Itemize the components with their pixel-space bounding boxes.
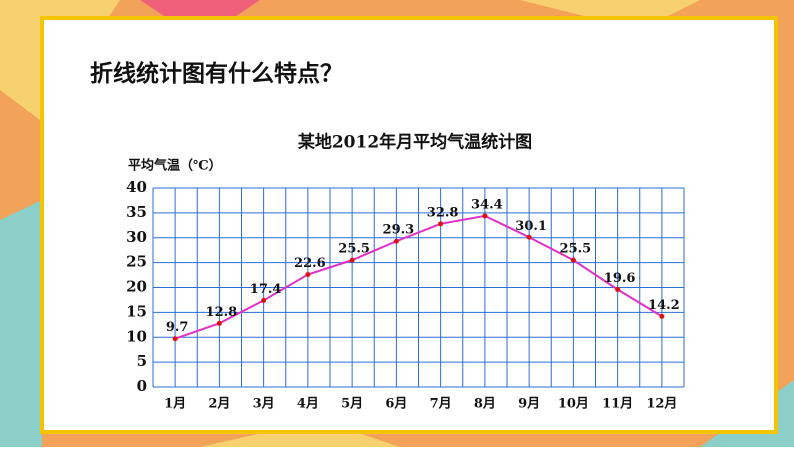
panel	[40, 16, 778, 434]
value-label: 25.5	[560, 242, 592, 257]
x-tick-label: 10月	[558, 397, 589, 412]
value-label: 30.1	[515, 219, 547, 234]
line	[174, 214, 663, 340]
decoration	[0, 200, 42, 447]
x-tick-label: 3月	[253, 397, 275, 412]
chart: 0 5 10 15 20 25 30 35 40 9.7 12.8 17.4 22.6 25.5 29.3 3…	[126, 178, 685, 412]
value-label: 19.6	[604, 271, 636, 286]
x-tick-label: 5月	[341, 397, 363, 412]
value-label: 14.2	[648, 298, 680, 313]
value-label: 9.7	[166, 320, 189, 335]
x-tick-label: 4月	[297, 397, 319, 412]
y-tick-label: 30	[126, 228, 147, 246]
y-tick-label: 10	[126, 327, 147, 345]
y-tick-label: 15	[126, 302, 147, 320]
value-label: 25.5	[338, 242, 370, 257]
value-label: 22.6	[294, 256, 326, 271]
x-tick-label: 11月	[602, 397, 633, 412]
x-tick-label: 1月	[164, 397, 186, 412]
point	[526, 234, 532, 240]
point	[172, 336, 178, 342]
chart-title: 某地2012年月平均气温统计图	[298, 132, 532, 153]
point	[305, 272, 311, 278]
point	[482, 213, 488, 219]
y-tick-label: 40	[126, 178, 147, 196]
y-tick-label: 0	[137, 377, 147, 395]
question: 折线统计图有什么特点？	[90, 60, 343, 87]
x-tick-label: 2月	[208, 397, 230, 412]
y-tick-label: 35	[126, 203, 147, 221]
x-tick-label: 9月	[518, 397, 540, 412]
value-label: 17.4	[250, 282, 282, 297]
point	[261, 297, 267, 303]
value-label: 29.3	[383, 223, 415, 238]
value-label: 34.4	[471, 197, 503, 212]
y-tick-label: 20	[126, 278, 147, 296]
value-label: 32.8	[427, 205, 459, 220]
y-tick-label: 5	[137, 352, 147, 370]
x-tick-label: 7月	[430, 397, 452, 412]
point	[659, 313, 665, 319]
value-label: 12.8	[206, 305, 238, 320]
x-tick-label: 8月	[474, 397, 496, 412]
point	[393, 238, 399, 244]
y-axis-label: 平均气温（℃）	[128, 158, 222, 174]
point	[570, 257, 576, 263]
point	[216, 320, 222, 326]
point	[349, 257, 355, 263]
point	[438, 221, 444, 227]
x-tick-label: 12月	[646, 397, 677, 412]
y-tick-label: 25	[126, 253, 147, 271]
x-tick-label: 6月	[385, 397, 407, 412]
point	[615, 286, 621, 292]
